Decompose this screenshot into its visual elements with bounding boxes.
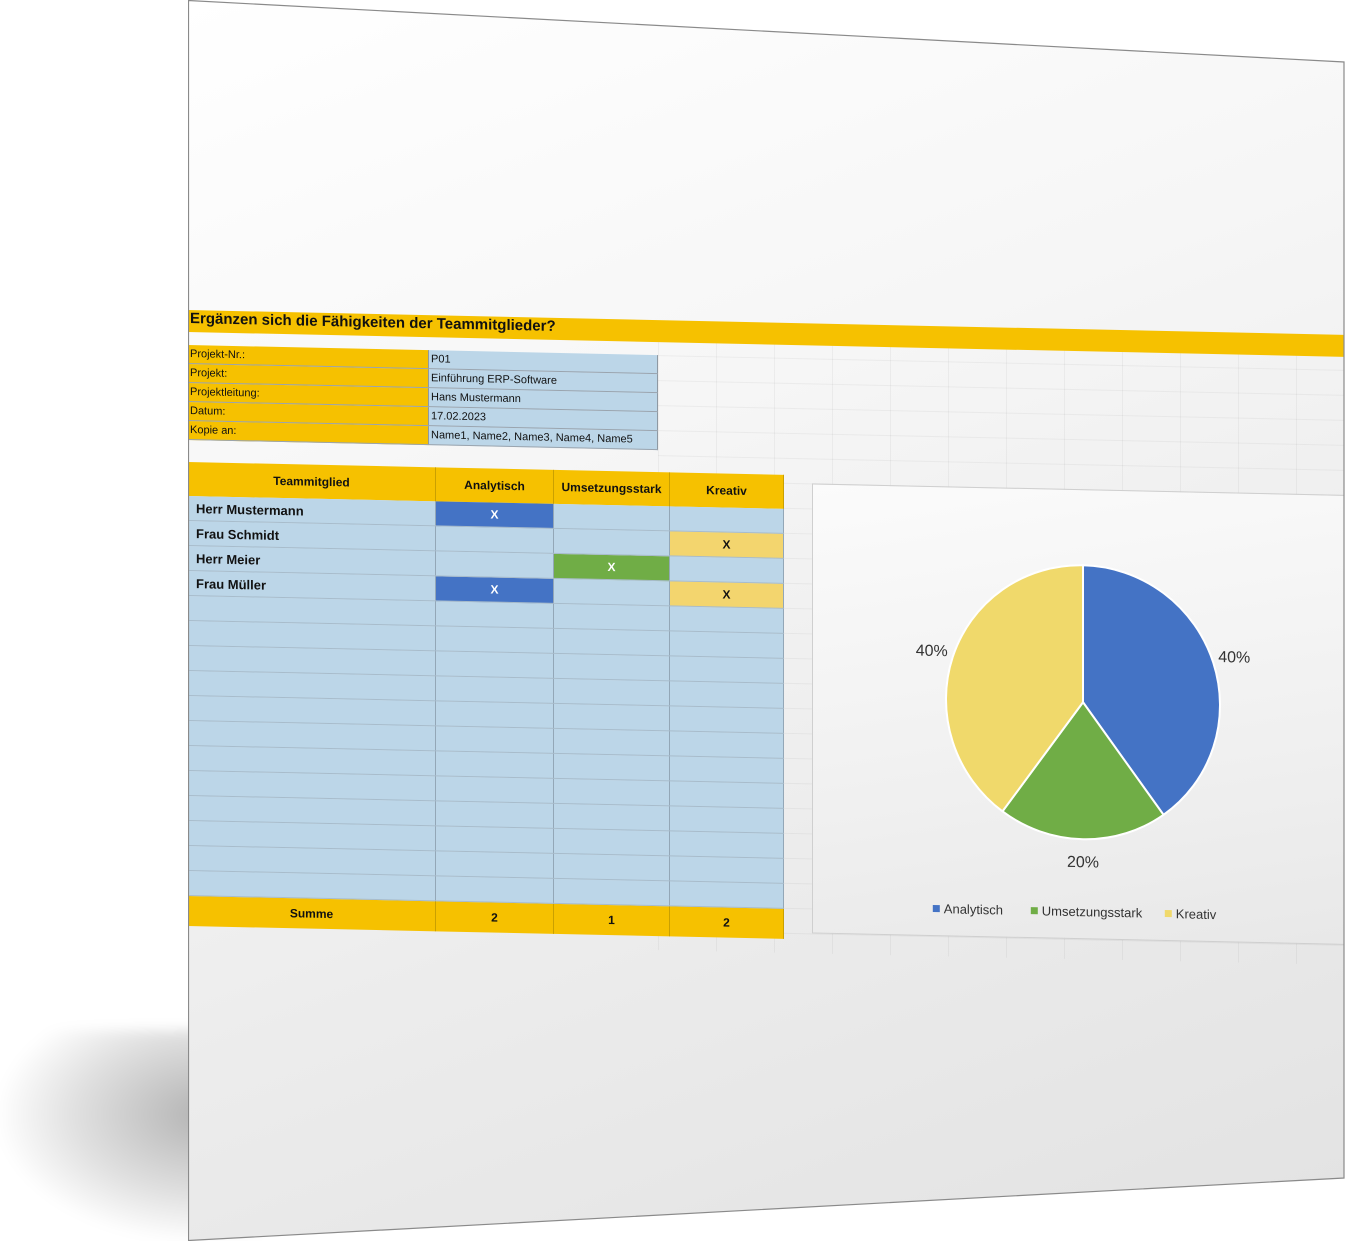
- pie-chart: 40% 20% 40% Analytisch Umsetzungsstark Kreati…: [812, 483, 1344, 946]
- cell-analytisch[interactable]: [435, 525, 554, 554]
- empty-cell[interactable]: [553, 753, 670, 781]
- empty-cell[interactable]: [435, 700, 554, 729]
- empty-cell[interactable]: [553, 653, 670, 681]
- cell-analytisch[interactable]: X: [435, 575, 554, 604]
- empty-cell[interactable]: [669, 880, 784, 909]
- empty-cell[interactable]: [669, 855, 784, 884]
- empty-cell[interactable]: [669, 780, 784, 809]
- empty-cell[interactable]: [553, 603, 670, 631]
- cell-umsetzungsstark[interactable]: [553, 578, 670, 606]
- empty-cell[interactable]: [553, 628, 670, 656]
- empty-cell[interactable]: [553, 728, 670, 756]
- empty-cell[interactable]: [553, 803, 670, 831]
- empty-cell[interactable]: [669, 730, 784, 759]
- pie-data-label: 40%: [1218, 649, 1250, 667]
- empty-cell[interactable]: [669, 755, 784, 784]
- project-info-table: Projekt-Nr.: P01 Projekt: Einführung ERP-So…: [188, 345, 658, 450]
- header-umsetzungsstark: Umsetzungsstark: [553, 469, 670, 507]
- sum-kreativ: 2: [669, 905, 784, 939]
- sum-analytisch: 2: [435, 900, 554, 934]
- cell-kreativ[interactable]: [669, 555, 784, 584]
- empty-cell[interactable]: [435, 825, 554, 854]
- empty-cell[interactable]: [435, 725, 554, 754]
- cell-umsetzungsstark[interactable]: [553, 528, 670, 556]
- empty-cell[interactable]: [669, 605, 784, 634]
- empty-cell[interactable]: [553, 878, 670, 906]
- empty-cell[interactable]: [669, 830, 784, 859]
- legend-swatch: [1164, 910, 1172, 918]
- skills-table: Teammitglied Analytisch Umsetzungsstark …: [188, 462, 784, 939]
- pie-chart-svg: 40% 20% 40% Analytisch Umsetzungsstark Kreati…: [916, 564, 1250, 922]
- cell-umsetzungsstark[interactable]: X: [553, 553, 670, 581]
- spreadsheet-page: Ergänzen sich die Fähigkeiten der Teammi…: [188, 0, 1344, 1241]
- header-kreativ: Kreativ: [669, 472, 784, 509]
- page-title: Ergänzen sich die Fähigkeiten der Teammi…: [190, 310, 556, 335]
- empty-cell[interactable]: [435, 750, 554, 779]
- legend-label-analytisch: Analytisch: [944, 901, 1003, 917]
- info-label: Kopie an:: [188, 420, 429, 445]
- legend-swatch: [1030, 907, 1038, 915]
- header-teammitglied: Teammitglied: [188, 462, 436, 502]
- empty-cell[interactable]: [553, 703, 670, 731]
- cell-analytisch[interactable]: [435, 550, 554, 579]
- cell-kreativ[interactable]: X: [669, 580, 784, 609]
- cell-kreativ[interactable]: [669, 506, 784, 534]
- header-analytisch: Analytisch: [435, 467, 554, 504]
- empty-cell[interactable]: [435, 600, 554, 629]
- document-content: Ergänzen sich die Fähigkeiten der Teammi…: [188, 0, 1344, 985]
- empty-cell[interactable]: [669, 680, 784, 709]
- empty-cell[interactable]: [553, 853, 670, 881]
- empty-cell[interactable]: [669, 630, 784, 659]
- empty-cell[interactable]: [435, 625, 554, 654]
- empty-cell[interactable]: [669, 655, 784, 684]
- pie-data-label: 20%: [1067, 854, 1099, 872]
- empty-cell[interactable]: [435, 850, 554, 879]
- pie-data-label: 40%: [916, 643, 948, 661]
- info-value[interactable]: Name1, Name2, Name3, Name4, Name5: [428, 425, 658, 450]
- cell-analytisch[interactable]: X: [435, 501, 554, 529]
- sum-label: Summe: [188, 895, 436, 932]
- empty-cell[interactable]: [435, 875, 554, 904]
- cell-umsetzungsstark[interactable]: [553, 503, 670, 531]
- empty-cell[interactable]: [553, 678, 670, 706]
- empty-cell[interactable]: [435, 800, 554, 829]
- empty-cell[interactable]: [435, 775, 554, 804]
- legend-label-umsetzungsstark: Umsetzungsstark: [1042, 903, 1143, 920]
- empty-cell[interactable]: [553, 828, 670, 856]
- empty-cell[interactable]: [435, 650, 554, 679]
- empty-cell[interactable]: [435, 675, 554, 704]
- empty-cell[interactable]: [669, 705, 784, 734]
- sum-umsetzungsstark: 1: [553, 903, 670, 937]
- empty-cell[interactable]: [669, 805, 784, 834]
- cell-kreativ[interactable]: X: [669, 530, 784, 559]
- empty-cell[interactable]: [553, 778, 670, 806]
- legend-label-kreativ: Kreativ: [1176, 906, 1217, 922]
- legend-swatch: [932, 905, 940, 913]
